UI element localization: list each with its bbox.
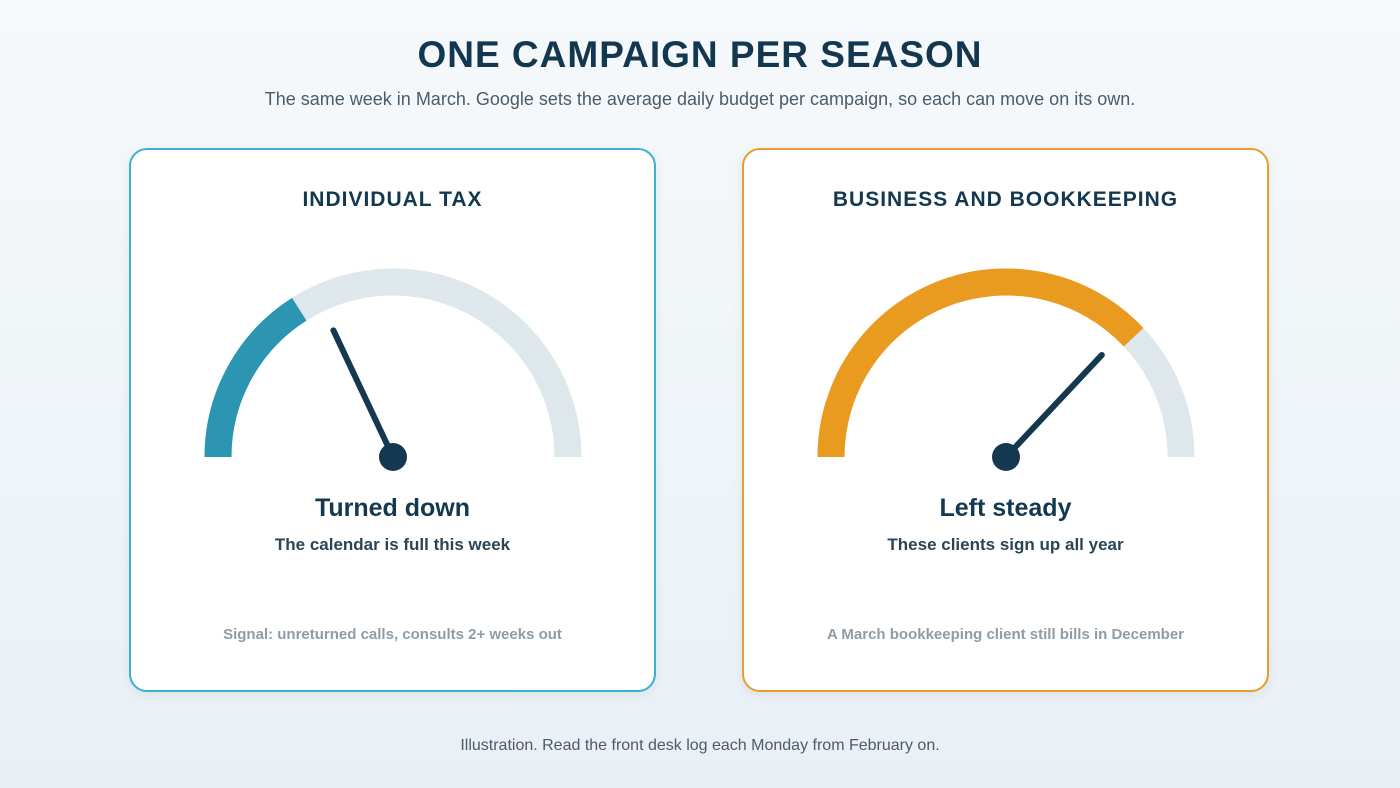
gauge-fill <box>204 297 307 458</box>
card-title: INDIVIDUAL TAX <box>302 188 483 211</box>
page-subtitle: The same week in March. Google sets the … <box>264 89 1136 109</box>
signal-note: A March bookkeeping client still bills i… <box>826 626 1185 643</box>
page-title: ONE CAMPAIGN PER SEASON <box>417 34 983 75</box>
footer-note: Illustration. Read the front desk log ea… <box>460 737 940 754</box>
gauge-individual-tax <box>204 268 582 471</box>
status-label: Turned down <box>314 494 471 522</box>
gauge-track <box>204 268 582 458</box>
reason-text: These clients sign up all year <box>887 535 1124 554</box>
gauge-business-bookkeeping <box>817 268 1195 471</box>
card-individual-tax: INDIVIDUAL TAX Turned down The calendar … <box>129 148 656 692</box>
gauge-hub <box>379 443 407 471</box>
status-label: Left steady <box>939 494 1072 522</box>
gauge-hub <box>992 443 1020 471</box>
gauge-needle <box>1003 351 1105 460</box>
card-title: BUSINESS AND BOOKKEEPING <box>832 188 1179 211</box>
card-business-bookkeeping: BUSINESS AND BOOKKEEPING Left steady The… <box>742 148 1269 692</box>
gauge-fill <box>817 268 1144 458</box>
gauge-needle <box>330 327 396 460</box>
signal-note: Signal: unreturned calls, consults 2+ we… <box>223 626 562 643</box>
gauge-track <box>817 268 1195 458</box>
reason-text: The calendar is full this week <box>274 535 511 554</box>
